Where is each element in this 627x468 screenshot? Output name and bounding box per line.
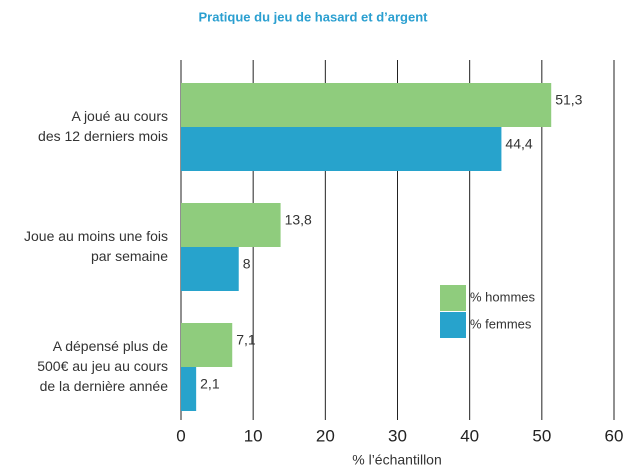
x-tick-label: 50 — [532, 426, 551, 445]
category-label-line: A dépensé plus de — [53, 338, 168, 354]
category-label: Joue au moins une fois par semaine — [24, 228, 168, 264]
category-label: A dépensé plus de 500€ au jeu au cours de … — [37, 338, 168, 394]
value-label: 7,1 — [236, 332, 256, 348]
value-label: 2,1 — [200, 376, 220, 392]
bar — [181, 323, 233, 367]
x-axis-label: % l’échantillon — [352, 452, 442, 468]
bar — [181, 203, 281, 247]
value-label: 44,4 — [505, 136, 532, 152]
value-label: 13,8 — [285, 212, 312, 228]
value-label: 8 — [243, 256, 251, 272]
category-label-line: Joue au moins une fois — [24, 228, 168, 244]
legend-label: % hommes — [470, 289, 536, 304]
category-label-line: de la dernière année — [40, 378, 169, 394]
x-tick-label: 30 — [388, 426, 407, 445]
x-tick-label: 20 — [316, 426, 335, 445]
category-label: A joué au cours des 12 derniers mois — [38, 108, 168, 144]
category-label-line: des 12 derniers mois — [38, 128, 168, 144]
bar — [181, 83, 552, 127]
x-tick-label: 0 — [176, 426, 185, 445]
legend-swatch — [440, 285, 466, 311]
bar — [181, 127, 502, 171]
legend-label: % femmes — [470, 316, 532, 331]
legend-swatch — [440, 312, 466, 338]
chart-title: Pratique du jeu de hasard et d’argent — [199, 9, 429, 24]
value-label: 51,3 — [555, 92, 582, 108]
category-label-line: 500€ au jeu au cours — [37, 358, 168, 374]
category-label-line: A joué au cours — [71, 108, 168, 124]
x-tick-label: 10 — [244, 426, 263, 445]
bar — [181, 367, 197, 411]
category-label-line: par semaine — [91, 248, 168, 264]
bar — [181, 247, 239, 291]
x-tick-label: 60 — [605, 426, 624, 445]
x-tick-label: 40 — [460, 426, 479, 445]
